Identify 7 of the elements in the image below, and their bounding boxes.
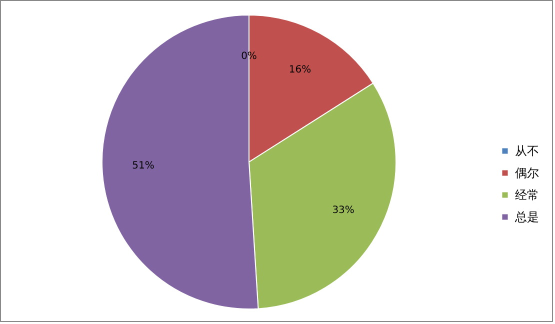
data-label: 16%: [288, 64, 312, 76]
data-label: 33%: [332, 205, 354, 216]
legend-label: 经常: [515, 188, 539, 202]
legend-label: 从不: [515, 144, 539, 158]
legend-label: 总是: [514, 210, 539, 224]
legend-label: 偶尔: [515, 166, 539, 180]
data-label: 51%: [132, 160, 154, 172]
